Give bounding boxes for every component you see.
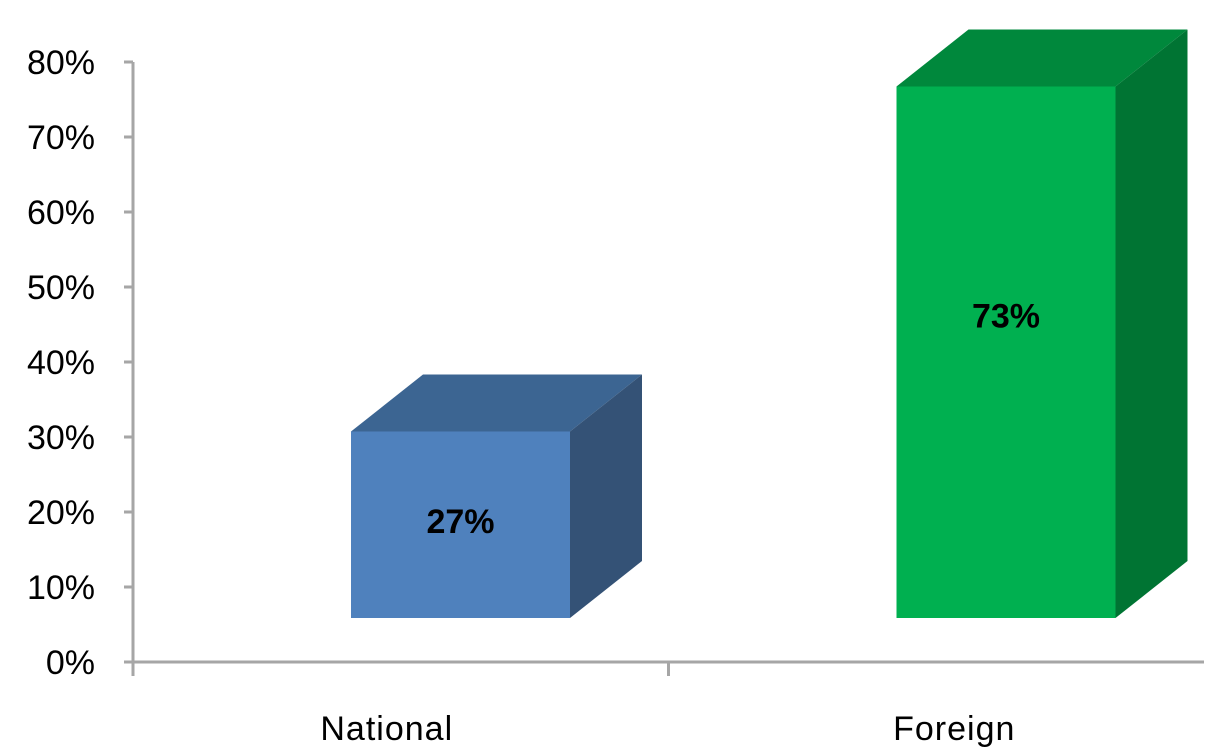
x-category-label-national: National: [320, 710, 453, 748]
y-tick-label: 80%: [27, 44, 95, 82]
x-axis: National Foreign: [131, 660, 1204, 748]
y-tick-label: 50%: [27, 269, 95, 307]
bar-side-national: [570, 374, 642, 618]
bar-top-national: [351, 374, 642, 432]
y-tick-label: 30%: [27, 419, 95, 457]
y-tick-label: 70%: [27, 119, 95, 157]
y-tick-label: 0%: [46, 644, 95, 682]
bar-foreign: [896, 29, 1188, 618]
bar-front-foreign: [896, 86, 1116, 618]
bar-top-foreign: [896, 29, 1188, 87]
y-axis: 0% 10% 20% 30% 40% 50% 60% 70% 80%: [27, 44, 135, 682]
data-label-national: 27%: [426, 503, 494, 541]
bar-front-national: [351, 431, 570, 618]
x-category-label-foreign: Foreign: [893, 710, 1015, 748]
data-labels: 27% 73%: [426, 297, 1040, 541]
bars: [351, 29, 1188, 618]
bar-national: [351, 374, 642, 618]
bar-side-foreign: [1115, 29, 1188, 618]
y-tick-label: 60%: [27, 194, 95, 232]
y-tick-label: 40%: [27, 344, 95, 382]
data-label-foreign: 73%: [972, 297, 1040, 335]
y-tick-label: 20%: [27, 494, 95, 532]
y-tick-label: 10%: [27, 569, 95, 607]
